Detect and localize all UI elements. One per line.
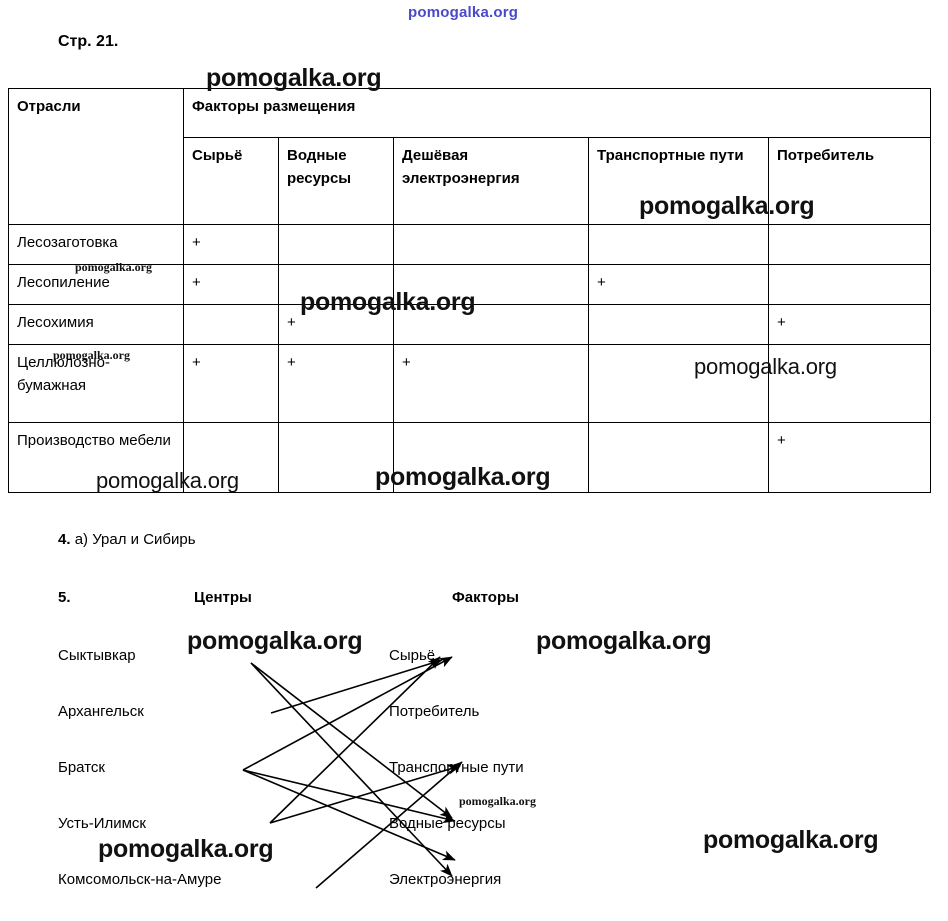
center-item-bratsk: Братск [58,759,105,776]
arrow-bratsk-water [242,769,456,824]
factor-item-raw-material: Сырьё [389,647,436,664]
table-header-row-2: Сырьё Водные ресурсы Дешёвая электроэнер… [9,137,932,225]
question-4-number: 4. [58,531,71,548]
factor-item-consumer: Потребитель [389,703,480,720]
arrow-syktyvkar-electricity [250,662,453,877]
arrow-ustilimsk-transport [269,764,461,824]
center-item-syktyvkar: Сыктывкар [58,647,136,664]
row-industry-label: Производство мебели [8,422,184,493]
page-title: Стр. 21. [58,33,119,50]
cell-mark [183,304,279,345]
table-row: Целлюлозно-бумажная + + + [8,344,932,423]
question-4: 4. а) Урал и Сибирь [58,531,196,548]
arrow-komsomolsk-transport [315,761,463,889]
cell-mark [183,422,279,493]
centers-column-header: Центры [194,589,252,606]
cell-mark [393,224,589,265]
header-factor-consumer: Потребитель [767,137,932,225]
cell-mark [588,344,769,423]
cell-mark [767,264,932,305]
table-header-row-1: Отрасли Факторы размещения [8,88,932,225]
header-factor-electricity: Дешёвая электроэнергия [393,137,589,225]
cell-mark [588,422,769,493]
header-factor-transport: Транспортные пути [588,137,769,225]
placement-factors-table: Отрасли Факторы размещения Сырьё Водные … [8,88,932,493]
factor-item-electricity: Электроэнергия [389,871,502,888]
question-5-number: 5. [58,589,71,606]
cell-mark [278,422,394,493]
center-item-komsomolsk: Комсомольск-на-Амуре [58,871,222,888]
cell-mark: + [183,344,279,423]
table-row: Производство мебели + [8,422,932,493]
cell-mark: + [183,264,279,305]
cell-mark [767,224,932,265]
table-row: Лесозаготовка + [8,224,932,265]
question-4-text: а) Урал и Сибирь [74,531,196,548]
cell-mark [278,224,394,265]
center-item-ust-ilimsk: Усть-Илимск [58,815,146,832]
factors-column-header: Факторы [452,589,519,606]
table-row: Лесопиление + + [8,264,932,305]
arrow-arkhangelsk-rawmaterial [270,658,443,714]
header-industries: Отрасли [8,88,184,225]
row-industry-label: Лесопиление [8,264,184,305]
cell-mark: + [767,422,932,493]
header-factors: Факторы размещения [182,88,932,138]
header-factor-raw-material: Сырьё [183,137,279,225]
arrow-ustilimsk-rawmaterial [269,656,441,824]
arrow-syktyvkar-water [250,662,453,819]
center-item-arkhangelsk: Архангельск [58,703,144,720]
arrow-bratsk-rawmaterial [242,656,453,771]
cell-mark [393,422,589,493]
cell-mark: + [278,304,394,345]
cell-mark [767,344,932,423]
cell-mark: + [393,344,589,423]
header-factor-water: Водные ресурсы [278,137,394,225]
row-industry-label: Лесохимия [8,304,184,345]
cell-mark: + [278,344,394,423]
arrow-bratsk-electricity [242,769,456,861]
cell-mark [588,224,769,265]
factor-item-water: Водные ресурсы [389,815,506,832]
cell-mark: + [767,304,932,345]
